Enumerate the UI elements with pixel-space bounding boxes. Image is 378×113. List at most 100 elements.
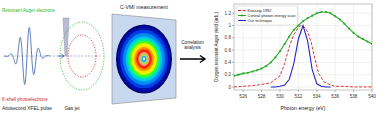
tick	[232, 62, 234, 63]
beam-arrow	[58, 54, 64, 58]
x-axis-label: Photon energy (eV)	[281, 105, 326, 111]
vmi-ring	[123, 33, 165, 85]
tick	[298, 90, 299, 92]
tick	[372, 90, 373, 92]
series-marker	[270, 61, 272, 63]
annotation: Correlationanalysis	[181, 40, 204, 50]
series-marker	[242, 73, 244, 75]
tick-label: 536	[331, 94, 339, 99]
grid-line	[234, 62, 372, 63]
tick-label: 0.6	[225, 48, 232, 53]
series-line	[234, 26, 372, 87]
tick-label: 0.8	[225, 35, 232, 40]
series-marker	[339, 18, 341, 20]
tick	[353, 90, 354, 92]
vmi-ring	[143, 58, 145, 61]
tick-label: 0.4	[225, 60, 232, 65]
series-marker	[316, 12, 318, 14]
tick	[243, 90, 244, 92]
tick	[232, 86, 234, 87]
diagram	[4, 14, 205, 104]
series-marker	[293, 29, 295, 31]
kshell-shell	[68, 35, 96, 77]
tick	[335, 90, 336, 92]
tick-label: 530	[276, 94, 284, 99]
annotation-line: analysis	[184, 45, 201, 50]
legend-label: Our technique	[248, 18, 272, 23]
beam-line	[4, 56, 100, 57]
series-marker	[265, 65, 267, 67]
annotation: Attosecond XFEL pulse	[2, 106, 52, 111]
grid-line	[353, 4, 354, 90]
vmi-ring	[126, 37, 162, 82]
annotation: Gas jet	[64, 106, 80, 111]
vmi-ring	[117, 26, 170, 92]
series-marker	[348, 28, 350, 30]
tick-label: 540	[368, 94, 376, 99]
correlation-arrow	[180, 56, 205, 63]
series-marker	[252, 71, 254, 73]
tick	[232, 25, 234, 26]
vmi-ring	[120, 30, 168, 89]
series-marker	[334, 15, 336, 17]
vmi-ring	[116, 24, 172, 93]
annotation: Resonant Auger electrons	[2, 8, 56, 13]
tick-label: 534	[313, 94, 321, 99]
series-marker	[367, 41, 369, 43]
legend-marker	[241, 15, 243, 17]
data-area	[234, 11, 372, 87]
tick	[232, 13, 234, 14]
tick-label: 526	[239, 94, 247, 99]
y-axis-label: Oxygen resonant Auger yield (arb.)	[214, 12, 219, 82]
vmi-ring	[129, 41, 158, 77]
tick-label: 0	[228, 85, 231, 90]
gas-jet	[63, 18, 69, 56]
tick	[232, 50, 234, 51]
vmi-screen	[112, 14, 176, 104]
series-marker	[344, 23, 346, 25]
series-marker	[311, 15, 313, 17]
annotation: C-VMI measurement	[120, 4, 168, 10]
series-marker	[288, 36, 290, 38]
legend-swatch	[238, 15, 246, 16]
grid-line	[298, 4, 299, 90]
plot-background	[234, 4, 372, 90]
plot-frame	[234, 4, 372, 90]
series-marker	[247, 72, 249, 74]
series-marker	[261, 68, 263, 70]
tick-label: 538	[350, 94, 358, 99]
series-marker	[238, 74, 240, 76]
series-marker	[353, 32, 355, 34]
series-marker	[362, 38, 364, 40]
tick	[316, 90, 317, 92]
chart: Attosecond XFEL pulse Gas jet Resonant Aug…	[0, 0, 378, 113]
tick	[261, 90, 262, 92]
grid-line	[234, 74, 372, 75]
grid-line	[234, 50, 372, 51]
vmi-ring	[140, 54, 148, 64]
tick-label: 1.2	[225, 11, 232, 16]
series-marker	[302, 20, 304, 22]
grid-line	[234, 37, 372, 38]
series-marker	[284, 43, 286, 45]
grid	[234, 4, 372, 90]
series-marker	[330, 12, 332, 14]
legend-swatch	[238, 10, 246, 11]
vmi-ring	[136, 49, 152, 68]
legend-box	[236, 6, 297, 25]
legend-swatch	[238, 20, 246, 21]
tick-label: 532	[295, 94, 303, 99]
series-marker	[357, 36, 359, 38]
auger-shell	[60, 22, 104, 90]
series-marker	[275, 57, 277, 59]
tick	[232, 37, 234, 38]
series-marker	[279, 50, 281, 52]
tick-label: 1	[228, 23, 231, 28]
legend: Knosogi 1992Central photon energy scanOu…	[236, 6, 297, 25]
tick-label: 528	[258, 94, 266, 99]
vmi-ring	[141, 56, 146, 62]
vmi-ring	[138, 52, 149, 66]
series-marker	[325, 11, 327, 13]
tick	[232, 74, 234, 75]
vmi-ring	[128, 39, 160, 79]
